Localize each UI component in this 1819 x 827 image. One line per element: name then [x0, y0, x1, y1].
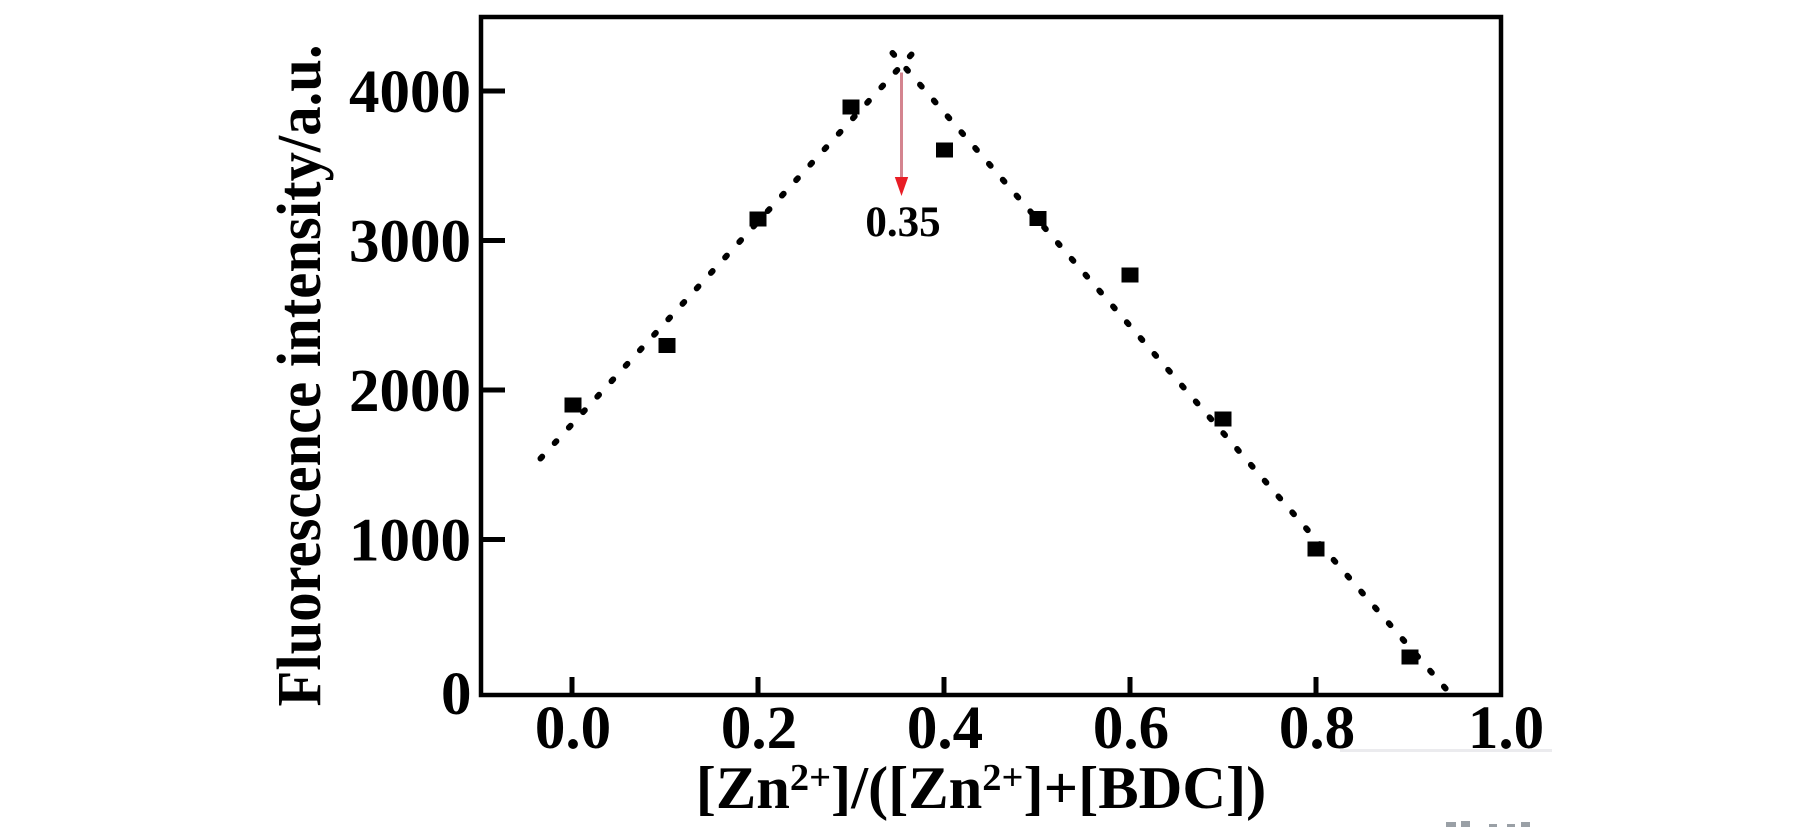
svg-text:1000: 1000	[349, 508, 471, 575]
svg-text:0.6: 0.6	[1093, 695, 1169, 762]
svg-text:2000: 2000	[349, 358, 471, 425]
svg-text:0.0: 0.0	[535, 695, 611, 762]
svg-text:3000: 3000	[349, 209, 471, 276]
svg-text:0.35: 0.35	[865, 199, 940, 246]
svg-text:[Zn2+]/([Zn2+]+[BDC]): [Zn2+]/([Zn2+]+[BDC])	[696, 755, 1267, 822]
svg-text:Fluorescence intensity/a.u.: Fluorescence intensity/a.u.	[266, 45, 334, 707]
svg-text:0.4: 0.4	[907, 695, 983, 762]
svg-text:4000: 4000	[349, 59, 471, 126]
svg-text:0: 0	[441, 661, 472, 728]
svg-text:0.2: 0.2	[721, 695, 797, 762]
